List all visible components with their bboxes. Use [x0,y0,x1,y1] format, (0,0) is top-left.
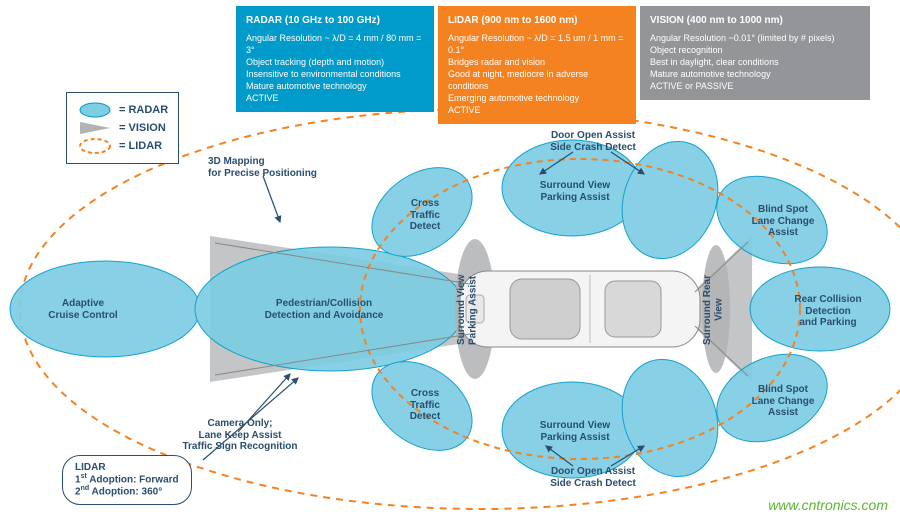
label-svpa-top: Surround ViewParking Assist [530,180,620,203]
radar-title: RADAR (10 GHz to 100 GHz) [246,14,424,28]
label-svpa-bot: Surround ViewParking Assist [530,420,620,443]
watermark: www.cntronics.com [768,497,888,513]
label-bs-bot: Blind SpotLane ChangeAssist [744,384,822,419]
label-svpa-front: Surround ViewParking Assist [456,266,479,354]
label-ctd-top: CrossTrafficDetect [400,198,450,233]
info-box-vision: VISION (400 nm to 1000 nm) Angular Resol… [640,6,870,100]
info-box-radar: RADAR (10 GHz to 100 GHz) Angular Resolu… [236,6,434,112]
label-bs-top: Blind SpotLane ChangeAssist [744,204,822,239]
legend: = RADAR = VISION = LIDAR [66,92,179,164]
label-rear: Rear CollisionDetectionand Parking [786,294,870,329]
info-box-lidar: LIDAR (900 nm to 1600 nm) Angular Resolu… [438,6,636,124]
lidar-callout: LIDAR 1st Adoption: Forward 2nd Adoption… [62,455,192,505]
vision-title: VISION (400 nm to 1000 nm) [650,14,860,28]
label-acc: AdaptiveCruise Control [38,298,128,321]
radar-lobes [10,128,890,490]
legend-lidar: = LIDAR [77,138,168,154]
legend-radar: = RADAR [77,102,168,118]
label-door-top: Door Open AssistSide Crash Detect [538,130,648,153]
lidar-title: LIDAR (900 nm to 1600 nm) [448,14,626,28]
label-ped: Pedestrian/CollisionDetection and Avoida… [254,298,394,321]
label-door-bot: Door Open AssistSide Crash Detect [538,466,648,489]
car-icon [460,271,700,347]
label-camera: Camera Only;Lane Keep AssistTraffic Sign… [170,418,310,453]
label-mapping: 3D Mappingfor Precise Positioning [208,156,338,179]
label-svrv: Surround RearView [702,270,725,350]
label-ctd-bot: CrossTrafficDetect [400,388,450,423]
legend-vision: = VISION [77,120,168,136]
